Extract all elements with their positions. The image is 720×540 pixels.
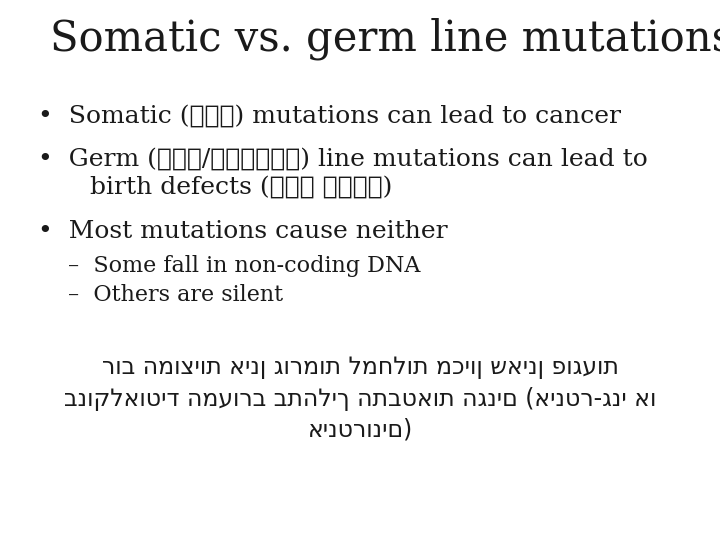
- Text: •  Somatic (גוף) mutations can lead to cancer: • Somatic (גוף) mutations can lead to ca…: [38, 105, 621, 128]
- Text: –  Others are silent: – Others are silent: [68, 284, 283, 306]
- Text: אינטרונים): אינטרונים): [307, 418, 413, 442]
- Text: •  Most mutations cause neither: • Most mutations cause neither: [38, 220, 448, 243]
- Text: בנוקלאוטיד המעורב בתהליך התבטאות הגנים (אינטר-גני או: בנוקלאוטיד המעורב בתהליך התבטאות הגנים (…: [64, 387, 656, 411]
- Text: רוב המוציות אינן גורמות למחלות מכיון שאינן פוגעות: רוב המוציות אינן גורמות למחלות מכיון שאי…: [102, 355, 618, 379]
- Text: •  Germ (נבט/ראשוני) line mutations can lead to: • Germ (נבט/ראשוני) line mutations can l…: [38, 148, 648, 171]
- Text: –  Some fall in non-coding DNA: – Some fall in non-coding DNA: [68, 255, 420, 277]
- Text: birth defects (מום מולד): birth defects (מום מולד): [58, 176, 392, 199]
- Text: Somatic vs. germ line mutations: Somatic vs. germ line mutations: [50, 18, 720, 60]
